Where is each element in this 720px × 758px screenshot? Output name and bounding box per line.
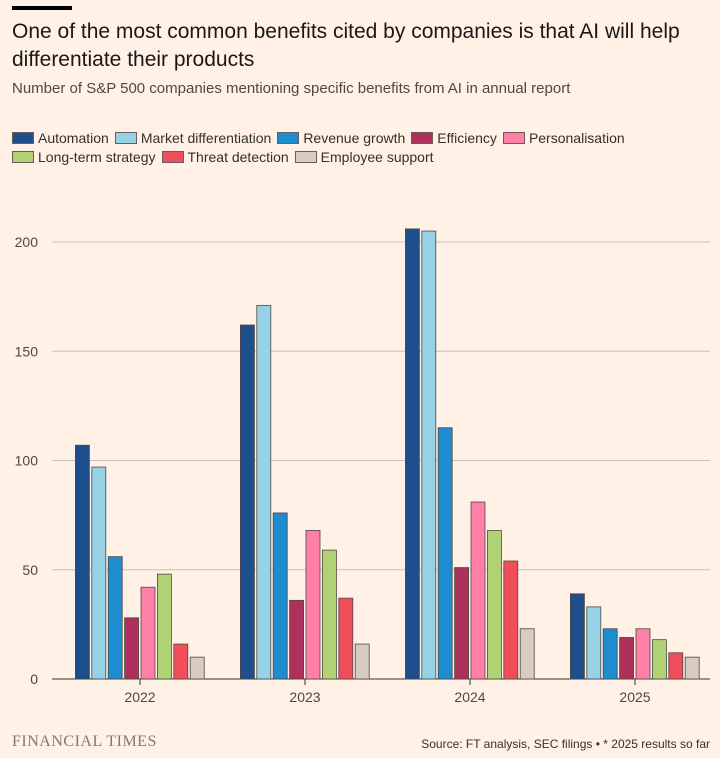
bar-efficiency	[454, 567, 470, 680]
legend-item: Personalisation	[502, 129, 625, 147]
bar-automation	[75, 444, 90, 680]
bar-market-differentiation	[586, 606, 602, 680]
legend-swatch	[161, 151, 184, 163]
bar-personalisation	[305, 530, 321, 680]
legend-swatch	[294, 151, 317, 163]
bar-threat-detection	[338, 597, 354, 680]
y-tick-label: 150	[15, 343, 39, 359]
chart-title: One of the most common benefits cited by…	[12, 20, 680, 71]
legend-swatch	[502, 132, 525, 144]
legend-swatch	[12, 151, 34, 163]
legend-item: Threat detection	[161, 148, 289, 166]
header-rule	[12, 6, 72, 10]
legend-item: Revenue growth	[277, 129, 405, 147]
legend-label: Automation	[38, 130, 109, 146]
bar-market-differentiation	[256, 304, 272, 680]
ft-logo: FINANCIAL TIMES	[12, 733, 157, 750]
bar-automation	[404, 228, 420, 680]
legend-label: Efficiency	[437, 130, 497, 146]
bar-revenue-growth	[602, 628, 618, 680]
bar-efficiency	[619, 637, 634, 680]
y-tick-label: 200	[15, 234, 39, 250]
bar-long-term-strategy	[156, 573, 172, 680]
bar-automation	[570, 593, 585, 680]
bar-employee-support	[519, 628, 535, 680]
x-tick-label: 2023	[289, 689, 320, 705]
bar-revenue-growth	[107, 556, 123, 680]
bar-revenue-growth	[437, 427, 453, 680]
bar-revenue-growth	[272, 512, 288, 680]
y-tick-label: 0	[30, 671, 38, 687]
legend-swatch	[277, 132, 300, 144]
bar-employee-support	[189, 656, 205, 680]
x-tick-label: 2022	[124, 689, 155, 705]
legend-item: Market differentiation	[114, 129, 272, 147]
bar-employee-support	[354, 643, 370, 680]
x-tick-label: 2025	[619, 689, 650, 705]
legend-label: Employee support	[320, 149, 434, 165]
legend-swatch	[411, 132, 434, 144]
legend-swatch	[114, 132, 137, 144]
y-tick-label: 100	[15, 453, 39, 469]
bar-threat-detection	[173, 643, 189, 680]
legend-item: Employee support	[294, 148, 434, 166]
bar-long-term-strategy	[486, 530, 502, 680]
bar-personalisation	[470, 501, 486, 680]
legend-label: Personalisation	[528, 130, 625, 146]
bar-market-differentiation	[421, 230, 437, 680]
bar-long-term-strategy	[321, 549, 337, 680]
bar-personalisation	[635, 628, 651, 680]
y-tick-label: 50	[22, 562, 38, 578]
bar-threat-detection	[668, 652, 684, 680]
legend: Automation Market differentiation Revenue …	[12, 129, 712, 167]
bar-long-term-strategy	[652, 639, 667, 680]
bar-market-differentiation	[91, 466, 107, 680]
x-tick-label: 2024	[454, 689, 485, 705]
bar-personalisation	[140, 586, 156, 680]
legend-swatch	[12, 132, 34, 144]
legend-label: Long-term strategy	[38, 149, 156, 165]
legend-item: Automation	[12, 129, 109, 147]
legend-label: Market differentiation	[140, 130, 272, 146]
bar-efficiency	[289, 599, 305, 680]
bar-efficiency	[124, 617, 139, 680]
bar-employee-support	[684, 656, 700, 680]
legend-item: Efficiency	[411, 129, 497, 147]
legend-label: Revenue growth	[303, 130, 406, 146]
bar-threat-detection	[503, 560, 519, 680]
bar-automation	[239, 324, 255, 680]
legend-item: Long-term strategy	[12, 148, 156, 166]
source-note: Source: FT analysis, SEC filings • * 202…	[421, 737, 710, 751]
chart-subtitle: Number of S&P 500 companies mentioning s…	[12, 80, 571, 97]
legend-label: Threat detection	[187, 149, 289, 165]
